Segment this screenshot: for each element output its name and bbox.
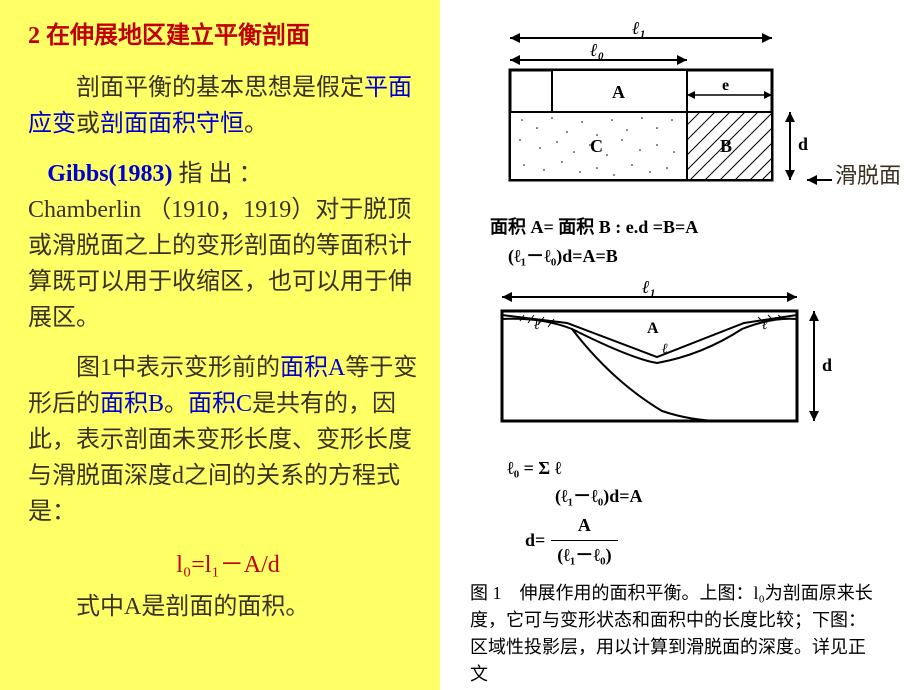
paragraph-4: 式中A是剖面的面积。 bbox=[28, 589, 428, 625]
figure-caption: 图 1 伸展作用的面积平衡。上图：l₀为剖面原来长度，它可与变形状态和面积中的长… bbox=[462, 580, 900, 688]
svg-text:ℓ₁: ℓ₁ bbox=[632, 20, 646, 38]
svg-text:d: d bbox=[822, 355, 832, 375]
equation-block-1: 面积 A= 面积 B : e.d =B=A (ℓ₁－ℓ₀)d=A=B bbox=[490, 213, 900, 271]
section-heading: 2 在伸展地区建立平衡剖面 bbox=[28, 18, 428, 54]
paragraph-2: Gibbs(1983) 指 出 ： Chamberlin （1910，1919）… bbox=[28, 156, 428, 336]
eq1-line-b: (ℓ₁－ℓ₀)d=A=B bbox=[508, 246, 618, 266]
paragraph-1: 剖面平衡的基本思想是假定平面应变或剖面面积守恒。 bbox=[28, 70, 428, 142]
svg-text:e: e bbox=[722, 77, 729, 94]
svg-text:ℓ₁: ℓ₁ bbox=[642, 281, 656, 297]
figure-1: ℓ₁ ℓ₀ A C bbox=[462, 20, 900, 688]
svg-text:ℓ: ℓ bbox=[534, 318, 540, 333]
svg-text:ℓ₀: ℓ₀ bbox=[590, 40, 604, 60]
gibbs-after: 指 出 ： bbox=[173, 161, 263, 187]
p1-text-a: 剖面平衡的基本思想是假定 bbox=[76, 75, 364, 101]
eq2-line-b: (ℓ₁－ℓ₀)d=A bbox=[555, 486, 643, 506]
left-text-panel: 2 在伸展地区建立平衡剖面 剖面平衡的基本思想是假定平面应变或剖面面积守恒。 G… bbox=[0, 0, 440, 690]
diagram-bottom: ℓ₁ A ℓ ℓ ℓ d bbox=[462, 281, 842, 441]
area-a: 面积A bbox=[280, 355, 345, 381]
svg-text:A: A bbox=[612, 82, 625, 102]
gibbs-ref: Gibbs(1983) bbox=[47, 161, 172, 187]
p1-term-2: 剖面面积守恒 bbox=[100, 111, 244, 137]
equation-block-2: ℓ₀ = Σ ℓ (ℓ₁－ℓ₀)d=A d= A (ℓ₁－ℓ₀) bbox=[507, 454, 900, 570]
p3-a: 图1中表示变形前的 bbox=[76, 355, 280, 381]
chamberlin-text: Chamberlin （1910，1919）对于脱顶或滑脱面之上的变形剖面的等面… bbox=[28, 192, 428, 336]
svg-text:C: C bbox=[590, 136, 603, 156]
eq2-d: d= bbox=[525, 526, 545, 555]
diagram-top: ℓ₁ ℓ₀ A C bbox=[462, 20, 832, 200]
svg-text:d: d bbox=[798, 134, 808, 154]
area-c: 面积C bbox=[188, 391, 252, 417]
area-b: 面积B bbox=[100, 391, 164, 417]
eq2-line-a: ℓ₀ = Σ ℓ bbox=[507, 458, 561, 478]
eq1-line-a: 面积 A= 面积 B : e.d =B=A bbox=[490, 217, 698, 237]
eq2-num: A bbox=[560, 511, 609, 540]
svg-text:B: B bbox=[720, 136, 732, 156]
paragraph-3: 图1中表示变形前的面积A等于变形后的面积B。面积C是共有的，因此，表示剖面未变形… bbox=[28, 350, 428, 530]
section-title-text: 在伸展地区建立平衡剖面 bbox=[46, 23, 310, 49]
right-figure-panel: 滑脱面 ℓ₁ ℓ₀ A bbox=[440, 0, 920, 690]
main-formula: l₀=l₁－A/d bbox=[28, 544, 428, 579]
p3-c: 。 bbox=[164, 391, 188, 417]
svg-text:A: A bbox=[647, 320, 659, 337]
slide-container: 2 在伸展地区建立平衡剖面 剖面平衡的基本思想是假定平面应变或剖面面积守恒。 G… bbox=[0, 0, 920, 690]
section-number: 2 bbox=[28, 23, 40, 49]
p1-text-c: 。 bbox=[244, 111, 268, 137]
svg-text:ℓ: ℓ bbox=[662, 342, 668, 357]
p1-text-b: 或 bbox=[76, 111, 100, 137]
svg-text:ℓ: ℓ bbox=[762, 318, 768, 333]
eq2-den: (ℓ₁－ℓ₀) bbox=[551, 540, 617, 570]
